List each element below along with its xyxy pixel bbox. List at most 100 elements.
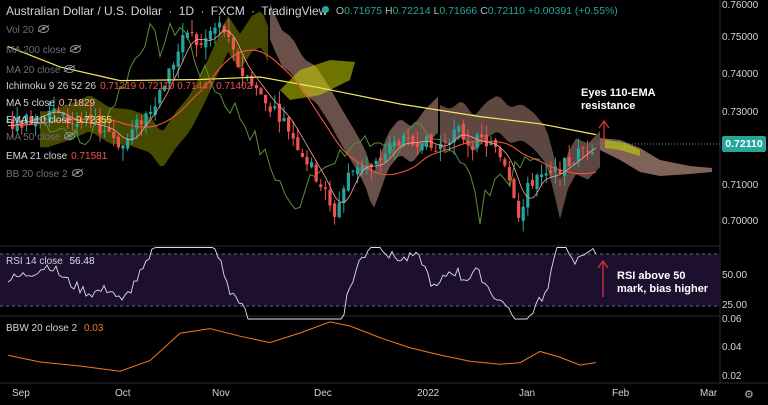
candle-body — [172, 64, 176, 70]
candle-body — [337, 202, 341, 218]
legend-row[interactable]: MA 50 close — [6, 132, 76, 143]
legend-row[interactable]: MA 200 close — [6, 45, 82, 56]
bbw-legend-value: 0.03 — [83, 323, 104, 334]
rsi-bias-note: RSI above 50 mark, bias higher — [617, 270, 709, 295]
candle-body — [383, 153, 387, 162]
legend-row[interactable]: BB 20 close 2 — [6, 169, 83, 180]
kumo-bull-region — [280, 60, 355, 100]
rsi-legend[interactable]: RSI 14 close 56.48 — [6, 256, 95, 267]
change-value: +0.00391 (+0.55%) — [527, 5, 618, 17]
candle-body — [494, 139, 498, 147]
candle-body — [503, 159, 507, 166]
high-value: 0.72214 — [392, 5, 431, 17]
time-axis-label: Mar — [700, 388, 718, 399]
candle-body — [185, 32, 189, 38]
rsi-axis-label: 50.00 — [722, 270, 748, 281]
candle-body — [103, 130, 107, 132]
candle-body — [576, 148, 580, 162]
candle-body — [153, 106, 157, 116]
legend-row[interactable]: Ichimoku 9 26 52 26 0.71219 0.72110 0.714… — [6, 81, 252, 92]
ema-resistance-note: Eyes 110-EMA resistance — [581, 87, 656, 112]
price-axis-label: 0.73000 — [722, 107, 759, 118]
candle-body — [333, 203, 337, 217]
visibility-eye-icon[interactable] — [64, 132, 76, 140]
legend-value: 0.71581 — [71, 151, 108, 162]
candle-body — [563, 157, 567, 176]
candle-body — [11, 119, 15, 130]
rsi-path — [7, 247, 597, 320]
candle-body — [126, 138, 130, 149]
candle-body — [581, 147, 585, 149]
bbw-line — [7, 321, 597, 372]
candle-body — [52, 108, 56, 113]
market-status-icon — [322, 6, 329, 13]
candle-body — [434, 150, 438, 152]
candle-body — [526, 182, 530, 208]
current-price-badge: 0.72110 — [722, 136, 766, 152]
candle-body — [254, 84, 258, 89]
visibility-eye-icon[interactable] — [71, 169, 83, 177]
legend-row[interactable]: MA 5 close 0.71829 — [6, 98, 95, 109]
source-label: TradingView — [261, 4, 328, 18]
symbol-title-bar[interactable]: Australian Dollar / U.S. Dollar · 1D · F… — [6, 4, 328, 18]
ohlc-readout: O0.71675 H0.72214 L0.71666 C0.72110 +0.0… — [322, 5, 618, 17]
candle-body — [521, 206, 525, 221]
interval-label[interactable]: 1D — [178, 4, 195, 18]
ema110-path — [7, 45, 597, 136]
candle-body — [268, 106, 272, 112]
candle-body — [296, 137, 300, 151]
candle-body — [24, 114, 28, 126]
bbw-axis-label: 0.06 — [722, 314, 742, 325]
candle-body — [259, 88, 263, 95]
candle-body — [443, 141, 447, 143]
candle-body — [512, 179, 516, 198]
candle-body — [540, 174, 544, 178]
candle-body — [43, 117, 47, 120]
legend-value: 0.71829 — [58, 98, 96, 109]
rsi-bias-arrow — [597, 259, 609, 297]
low-value: 0.71666 — [439, 5, 478, 17]
candle-body — [34, 117, 38, 127]
candle-body — [498, 147, 502, 158]
candle-body — [397, 141, 401, 147]
candle-body — [162, 85, 166, 91]
time-axis-label: Nov — [212, 388, 230, 399]
visibility-eye-icon[interactable] — [70, 45, 82, 53]
price-axis-label: 0.76000 — [722, 0, 759, 11]
legend-row[interactable]: Vol 20 — [6, 25, 49, 36]
settings-gear-icon[interactable]: ⚙ — [744, 389, 754, 401]
time-axis-label: Dec — [314, 388, 332, 399]
candle-body — [544, 173, 548, 176]
candle-body — [144, 113, 148, 128]
candle-body — [480, 134, 484, 138]
bbw-legend[interactable]: BBW 20 close 2 0.03 — [6, 323, 103, 334]
legend-row[interactable]: EMA 110 close 0.72355 — [6, 115, 112, 126]
candle-body — [208, 31, 212, 40]
candle-body — [287, 117, 291, 132]
legend-label: BB 20 close 2 — [6, 169, 68, 180]
visibility-eye-icon[interactable] — [37, 25, 49, 33]
legend-value: 0.72355 — [75, 115, 113, 126]
candle-body — [6, 121, 10, 123]
legend-label: MA 20 close — [6, 65, 61, 76]
candle-body — [15, 117, 19, 132]
legend-row[interactable]: MA 20 close — [6, 65, 76, 76]
candle-body — [351, 170, 355, 172]
candle-body — [457, 126, 461, 132]
candle-body — [204, 38, 208, 48]
legend-row[interactable]: EMA 21 close 0.71581 — [6, 151, 107, 162]
candle-body — [47, 110, 51, 122]
candle-body — [438, 144, 442, 150]
ema-resistance-arrow — [598, 119, 610, 145]
time-axis-label: 2022 — [417, 388, 440, 399]
visibility-eye-icon[interactable] — [64, 65, 76, 73]
candle-body — [489, 143, 493, 145]
candle-body — [360, 165, 364, 171]
candle-body — [116, 136, 120, 148]
exchange-label: FXCM — [210, 4, 245, 18]
legend-label: MA 5 close — [6, 98, 55, 109]
candle-body — [319, 184, 323, 188]
legend-label: EMA 21 close — [6, 151, 68, 162]
kumo-bear-region — [440, 96, 600, 220]
